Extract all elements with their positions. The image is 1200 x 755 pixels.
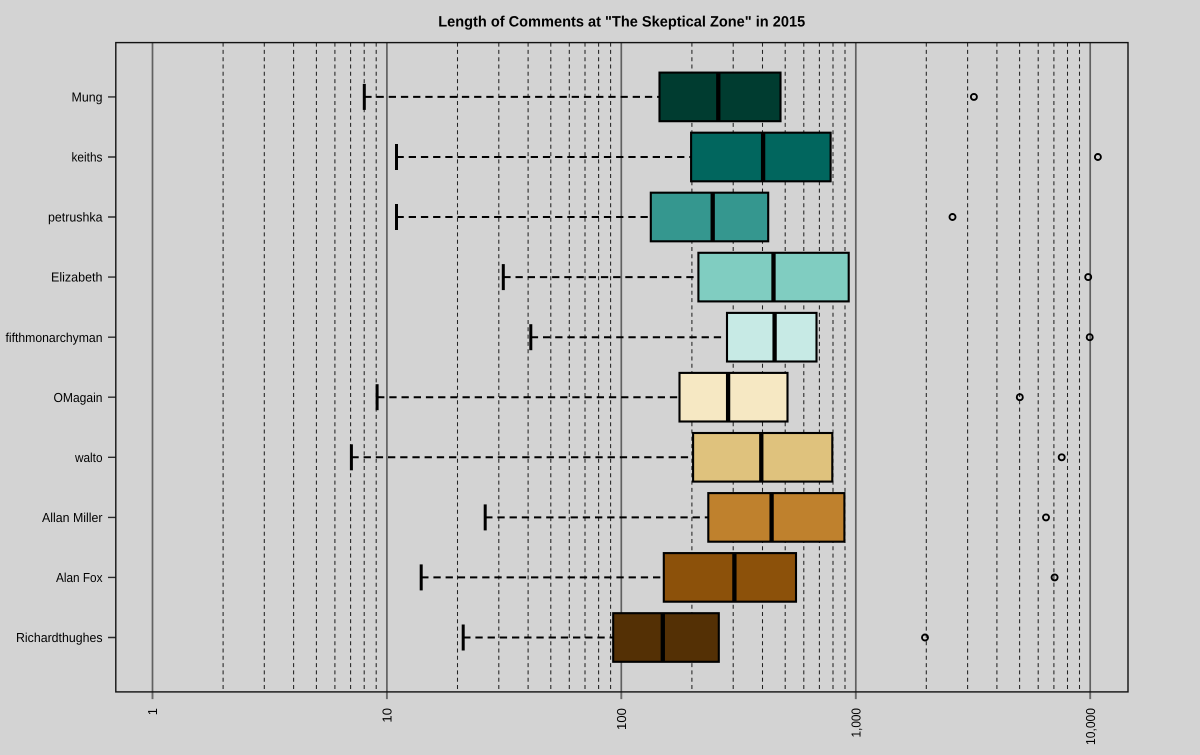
svg-text:petrushka: petrushka (48, 210, 103, 225)
svg-text:1: 1 (145, 708, 160, 715)
svg-text:Mung: Mung (72, 90, 103, 105)
svg-text:Length of Comments at "The Ske: Length of Comments at "The Skeptical Zon… (438, 13, 805, 30)
svg-text:walto: walto (74, 450, 102, 465)
svg-text:10,000: 10,000 (1083, 708, 1098, 745)
svg-text:keiths: keiths (72, 150, 103, 165)
svg-text:Alan Fox: Alan Fox (56, 570, 103, 585)
svg-text:Richardthughes: Richardthughes (16, 630, 103, 645)
svg-text:1,000: 1,000 (849, 708, 864, 738)
svg-text:Elizabeth: Elizabeth (51, 270, 103, 285)
svg-text:100: 100 (614, 708, 629, 730)
svg-text:10: 10 (380, 708, 395, 723)
svg-text:OMagain: OMagain (54, 390, 103, 405)
svg-text:Allan Miller: Allan Miller (42, 510, 103, 525)
svg-text:fifthmonarchyman: fifthmonarchyman (6, 330, 103, 345)
